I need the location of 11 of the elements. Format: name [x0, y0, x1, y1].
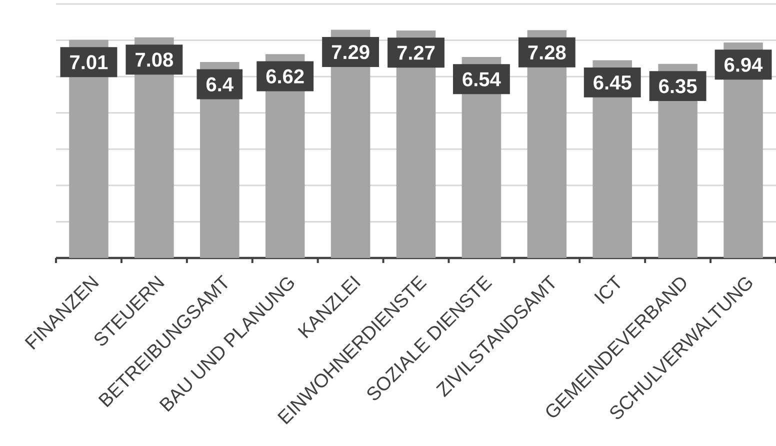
data-label: 7.27 — [397, 46, 435, 60]
data-label: 7.01 — [70, 55, 108, 70]
data-label: 6.4 — [206, 77, 234, 92]
data-label: 7.08 — [136, 52, 174, 67]
data-label: 7.28 — [528, 45, 566, 60]
data-label: 6.45 — [594, 75, 632, 90]
data-label: 6.94 — [724, 58, 763, 72]
data-label: 6.35 — [659, 79, 697, 94]
data-label: 6.54 — [462, 72, 501, 86]
data-label: 7.29 — [332, 45, 370, 60]
data-label: 6.62 — [266, 69, 304, 84]
